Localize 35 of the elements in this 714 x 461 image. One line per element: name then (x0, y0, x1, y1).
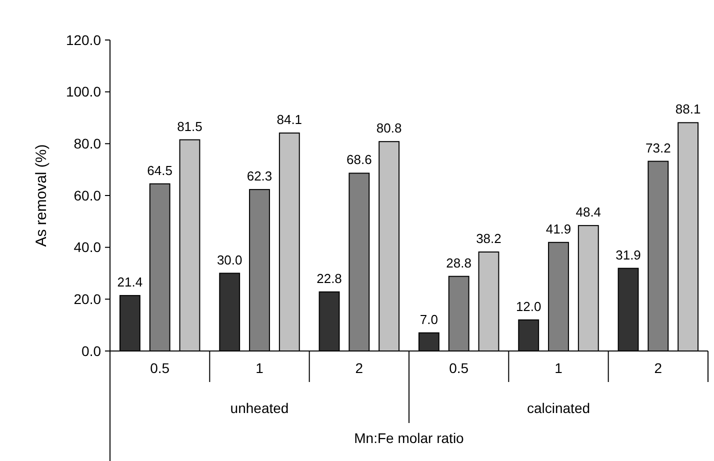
data-label: 88.1 (675, 102, 701, 117)
data-label: 41.9 (546, 221, 572, 236)
data-label: 31.9 (616, 247, 641, 262)
data-label: 62.3 (246, 168, 272, 184)
y-tick-label: 100.0 (66, 84, 102, 100)
y-tick-label: 0.0 (82, 342, 102, 359)
y-tick-label: 120.0 (66, 32, 102, 48)
data-label: 80.8 (376, 120, 402, 136)
x-tick-label: 1 (256, 360, 264, 376)
x-tick-label: 0.5 (150, 360, 170, 376)
data-label: 38.2 (476, 231, 502, 246)
data-label: 7.0 (420, 312, 438, 327)
data-label: 68.6 (346, 152, 372, 168)
data-label: 81.5 (177, 118, 202, 134)
data-label: 73.2 (646, 140, 671, 156)
data-label: 48.4 (576, 204, 602, 220)
text: unheated (230, 400, 289, 416)
y-tick-label: 80.0 (74, 136, 102, 152)
y-tick-label: 20.0 (74, 291, 102, 308)
data-label: 64.5 (147, 162, 172, 178)
y-tick-label: 40.0 (74, 239, 102, 256)
x-tick-label: 1 (554, 360, 563, 376)
y-tick-label: 60.0 (74, 187, 102, 204)
data-label: 30.0 (216, 252, 242, 268)
y-axis-title: As removal (%) (33, 144, 50, 247)
text: calcinated (526, 400, 590, 416)
data-label: 84.1 (276, 112, 302, 128)
data-label: 28.8 (446, 255, 472, 270)
x-tick-label: 2 (355, 360, 364, 376)
x-tick-label: 2 (654, 360, 662, 376)
data-label: 12.0 (516, 298, 542, 314)
x-axis-title: Mn:Fe molar ratio (354, 430, 464, 446)
data-label: 21.4 (117, 274, 143, 290)
x-tick-label: 0.5 (449, 360, 469, 376)
data-label: 22.8 (316, 270, 342, 286)
